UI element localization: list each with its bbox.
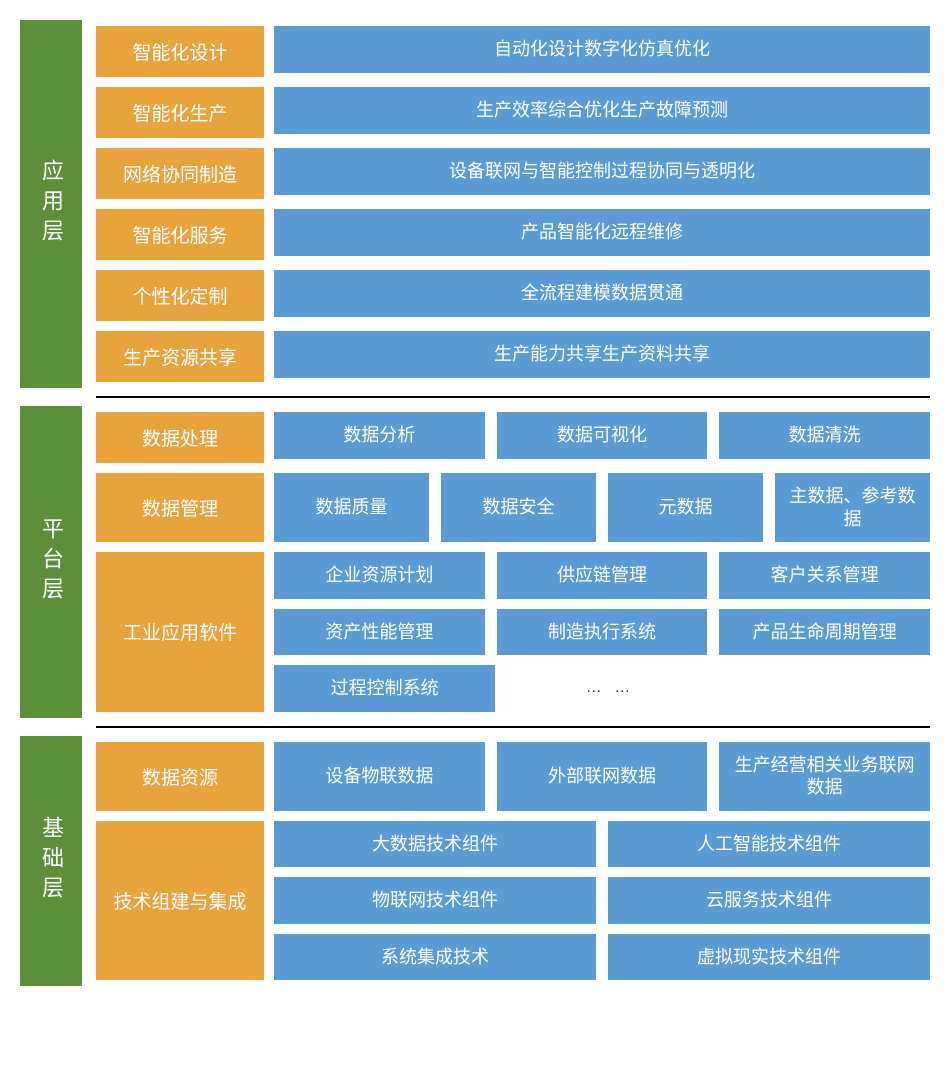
layer-row: 个性化定制全流程建模数据贯通 bbox=[96, 270, 930, 321]
detail-cell: 企业资源计划 bbox=[274, 552, 485, 599]
detail-cell: 生产经营相关业务联网数据 bbox=[719, 742, 930, 811]
detail-row: 生产效率综合优化生产故障预测 bbox=[274, 87, 930, 134]
detail-cell: 物联网技术组件 bbox=[274, 877, 596, 924]
layer-row: 生产资源共享生产能力共享生产资料共享 bbox=[96, 331, 930, 382]
layer-body: 数据处理数据分析数据可视化数据清洗数据管理数据质量数据安全元数据主数据、参考数据… bbox=[96, 406, 930, 718]
detail-cell: 资产性能管理 bbox=[274, 609, 485, 656]
detail-cell: 制造执行系统 bbox=[497, 609, 708, 656]
detail-cell: 数据安全 bbox=[441, 473, 596, 542]
layer-row: 技术组建与集成大数据技术组件人工智能技术组件物联网技术组件云服务技术组件系统集成… bbox=[96, 821, 930, 981]
layer-row: 智能化设计自动化设计数字化仿真优化 bbox=[96, 26, 930, 77]
layer-row: 数据管理数据质量数据安全元数据主数据、参考数据 bbox=[96, 473, 930, 542]
layer-application: 应用层智能化设计自动化设计数字化仿真优化智能化生产生产效率综合优化生产故障预测网… bbox=[20, 20, 930, 388]
layer-row: 网络协同制造设备联网与智能控制过程协同与透明化 bbox=[96, 148, 930, 199]
detail-cell: 大数据技术组件 bbox=[274, 821, 596, 868]
detail-row: 物联网技术组件云服务技术组件 bbox=[274, 877, 930, 924]
detail-row: 资产性能管理制造执行系统产品生命周期管理 bbox=[274, 609, 930, 656]
category-label: 智能化生产 bbox=[96, 87, 264, 138]
layer-row: 工业应用软件企业资源计划供应链管理客户关系管理资产性能管理制造执行系统产品生命周… bbox=[96, 552, 930, 712]
detail-area: 全流程建模数据贯通 bbox=[274, 270, 930, 321]
detail-cell: 云服务技术组件 bbox=[608, 877, 930, 924]
layer-label-foundation: 基础层 bbox=[20, 736, 82, 987]
category-label: 生产资源共享 bbox=[96, 331, 264, 382]
detail-cell: 外部联网数据 bbox=[497, 742, 708, 811]
detail-cell: 客户关系管理 bbox=[719, 552, 930, 599]
detail-area: 自动化设计数字化仿真优化 bbox=[274, 26, 930, 77]
layer-row: 智能化服务产品智能化远程维修 bbox=[96, 209, 930, 260]
detail-cell: 系统集成技术 bbox=[274, 934, 596, 981]
layer-platform: 平台层数据处理数据分析数据可视化数据清洗数据管理数据质量数据安全元数据主数据、参… bbox=[20, 406, 930, 718]
layer-label-application: 应用层 bbox=[20, 20, 82, 388]
detail-area: 设备联网与智能控制过程协同与透明化 bbox=[274, 148, 930, 199]
detail-cell: 设备物联数据 bbox=[274, 742, 485, 811]
detail-row: 过程控制系统 … … bbox=[274, 665, 930, 712]
detail-row: 系统集成技术虚拟现实技术组件 bbox=[274, 934, 930, 981]
section-divider bbox=[96, 396, 930, 398]
layer-label-platform: 平台层 bbox=[20, 406, 82, 718]
category-label: 智能化设计 bbox=[96, 26, 264, 77]
detail-area: 数据质量数据安全元数据主数据、参考数据 bbox=[274, 473, 930, 542]
layer-row: 数据处理数据分析数据可视化数据清洗 bbox=[96, 412, 930, 463]
detail-cell: 生产能力共享生产资料共享 bbox=[274, 331, 930, 378]
detail-row: 自动化设计数字化仿真优化 bbox=[274, 26, 930, 73]
detail-cell: 产品生命周期管理 bbox=[719, 609, 930, 656]
ellipsis-cell: … … bbox=[507, 665, 712, 712]
category-label: 数据资源 bbox=[96, 742, 264, 811]
category-label: 个性化定制 bbox=[96, 270, 264, 321]
category-label: 数据管理 bbox=[96, 473, 264, 542]
detail-row: 企业资源计划供应链管理客户关系管理 bbox=[274, 552, 930, 599]
detail-row: 设备物联数据外部联网数据生产经营相关业务联网数据 bbox=[274, 742, 930, 811]
detail-area: 生产效率综合优化生产故障预测 bbox=[274, 87, 930, 138]
detail-cell: 主数据、参考数据 bbox=[775, 473, 930, 542]
detail-area: 大数据技术组件人工智能技术组件物联网技术组件云服务技术组件系统集成技术虚拟现实技… bbox=[274, 821, 930, 981]
category-label: 技术组建与集成 bbox=[96, 821, 264, 981]
detail-cell: 虚拟现实技术组件 bbox=[608, 934, 930, 981]
detail-row: 全流程建模数据贯通 bbox=[274, 270, 930, 317]
blank-cell bbox=[725, 665, 930, 712]
category-label: 网络协同制造 bbox=[96, 148, 264, 199]
category-label: 数据处理 bbox=[96, 412, 264, 463]
detail-cell: 元数据 bbox=[608, 473, 763, 542]
detail-cell: 产品智能化远程维修 bbox=[274, 209, 930, 256]
detail-cell: 过程控制系统 bbox=[274, 665, 495, 712]
detail-area: 数据分析数据可视化数据清洗 bbox=[274, 412, 930, 463]
detail-area: 生产能力共享生产资料共享 bbox=[274, 331, 930, 382]
detail-cell: 数据分析 bbox=[274, 412, 485, 459]
detail-cell: 全流程建模数据贯通 bbox=[274, 270, 930, 317]
architecture-diagram: 应用层智能化设计自动化设计数字化仿真优化智能化生产生产效率综合优化生产故障预测网… bbox=[20, 20, 930, 986]
detail-cell: 设备联网与智能控制过程协同与透明化 bbox=[274, 148, 930, 195]
layer-row: 数据资源设备物联数据外部联网数据生产经营相关业务联网数据 bbox=[96, 742, 930, 811]
detail-area: 企业资源计划供应链管理客户关系管理资产性能管理制造执行系统产品生命周期管理过程控… bbox=[274, 552, 930, 712]
detail-area: 设备物联数据外部联网数据生产经营相关业务联网数据 bbox=[274, 742, 930, 811]
layer-body: 智能化设计自动化设计数字化仿真优化智能化生产生产效率综合优化生产故障预测网络协同… bbox=[96, 20, 930, 388]
layer-row: 智能化生产生产效率综合优化生产故障预测 bbox=[96, 87, 930, 138]
detail-cell: 数据清洗 bbox=[719, 412, 930, 459]
layer-foundation: 基础层数据资源设备物联数据外部联网数据生产经营相关业务联网数据技术组建与集成大数… bbox=[20, 736, 930, 987]
detail-cell: 供应链管理 bbox=[497, 552, 708, 599]
detail-row: 生产能力共享生产资料共享 bbox=[274, 331, 930, 378]
category-label: 智能化服务 bbox=[96, 209, 264, 260]
detail-cell: 人工智能技术组件 bbox=[608, 821, 930, 868]
layer-body: 数据资源设备物联数据外部联网数据生产经营相关业务联网数据技术组建与集成大数据技术… bbox=[96, 736, 930, 987]
detail-row: 产品智能化远程维修 bbox=[274, 209, 930, 256]
detail-row: 数据质量数据安全元数据主数据、参考数据 bbox=[274, 473, 930, 542]
detail-cell: 数据可视化 bbox=[497, 412, 708, 459]
category-label: 工业应用软件 bbox=[96, 552, 264, 712]
detail-cell: 自动化设计数字化仿真优化 bbox=[274, 26, 930, 73]
detail-row: 数据分析数据可视化数据清洗 bbox=[274, 412, 930, 459]
detail-cell: 生产效率综合优化生产故障预测 bbox=[274, 87, 930, 134]
detail-row: 设备联网与智能控制过程协同与透明化 bbox=[274, 148, 930, 195]
detail-area: 产品智能化远程维修 bbox=[274, 209, 930, 260]
detail-cell: 数据质量 bbox=[274, 473, 429, 542]
section-divider bbox=[96, 726, 930, 728]
detail-row: 大数据技术组件人工智能技术组件 bbox=[274, 821, 930, 868]
